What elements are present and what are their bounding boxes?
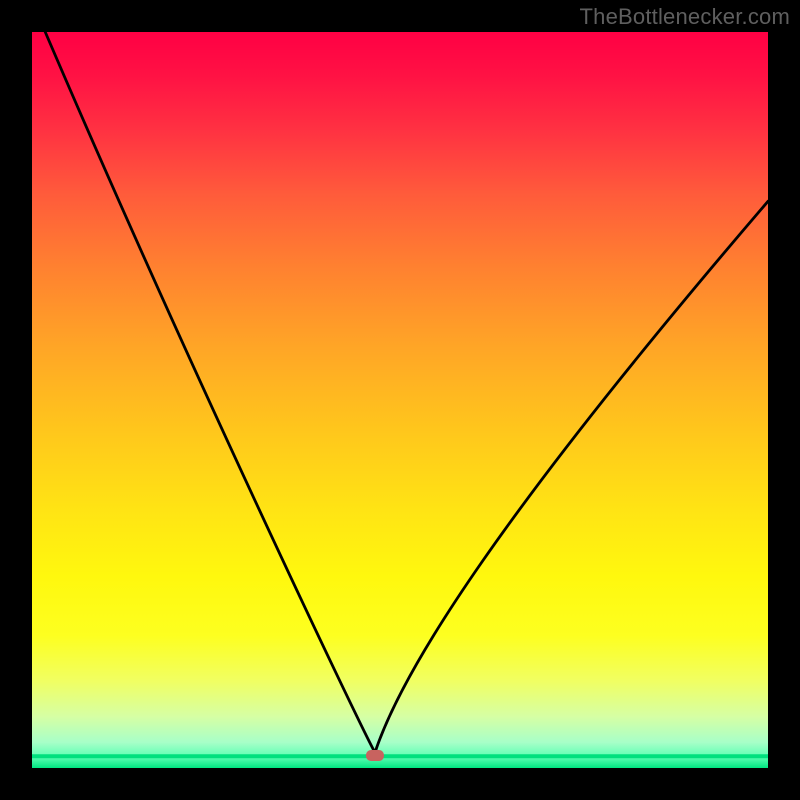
- optimal-marker: [366, 750, 384, 761]
- bottleneck-chart: [0, 0, 800, 800]
- chart-container: TheBottlenecker.com: [0, 0, 800, 800]
- watermark-text: TheBottlenecker.com: [580, 4, 790, 30]
- plot-background: [32, 32, 768, 768]
